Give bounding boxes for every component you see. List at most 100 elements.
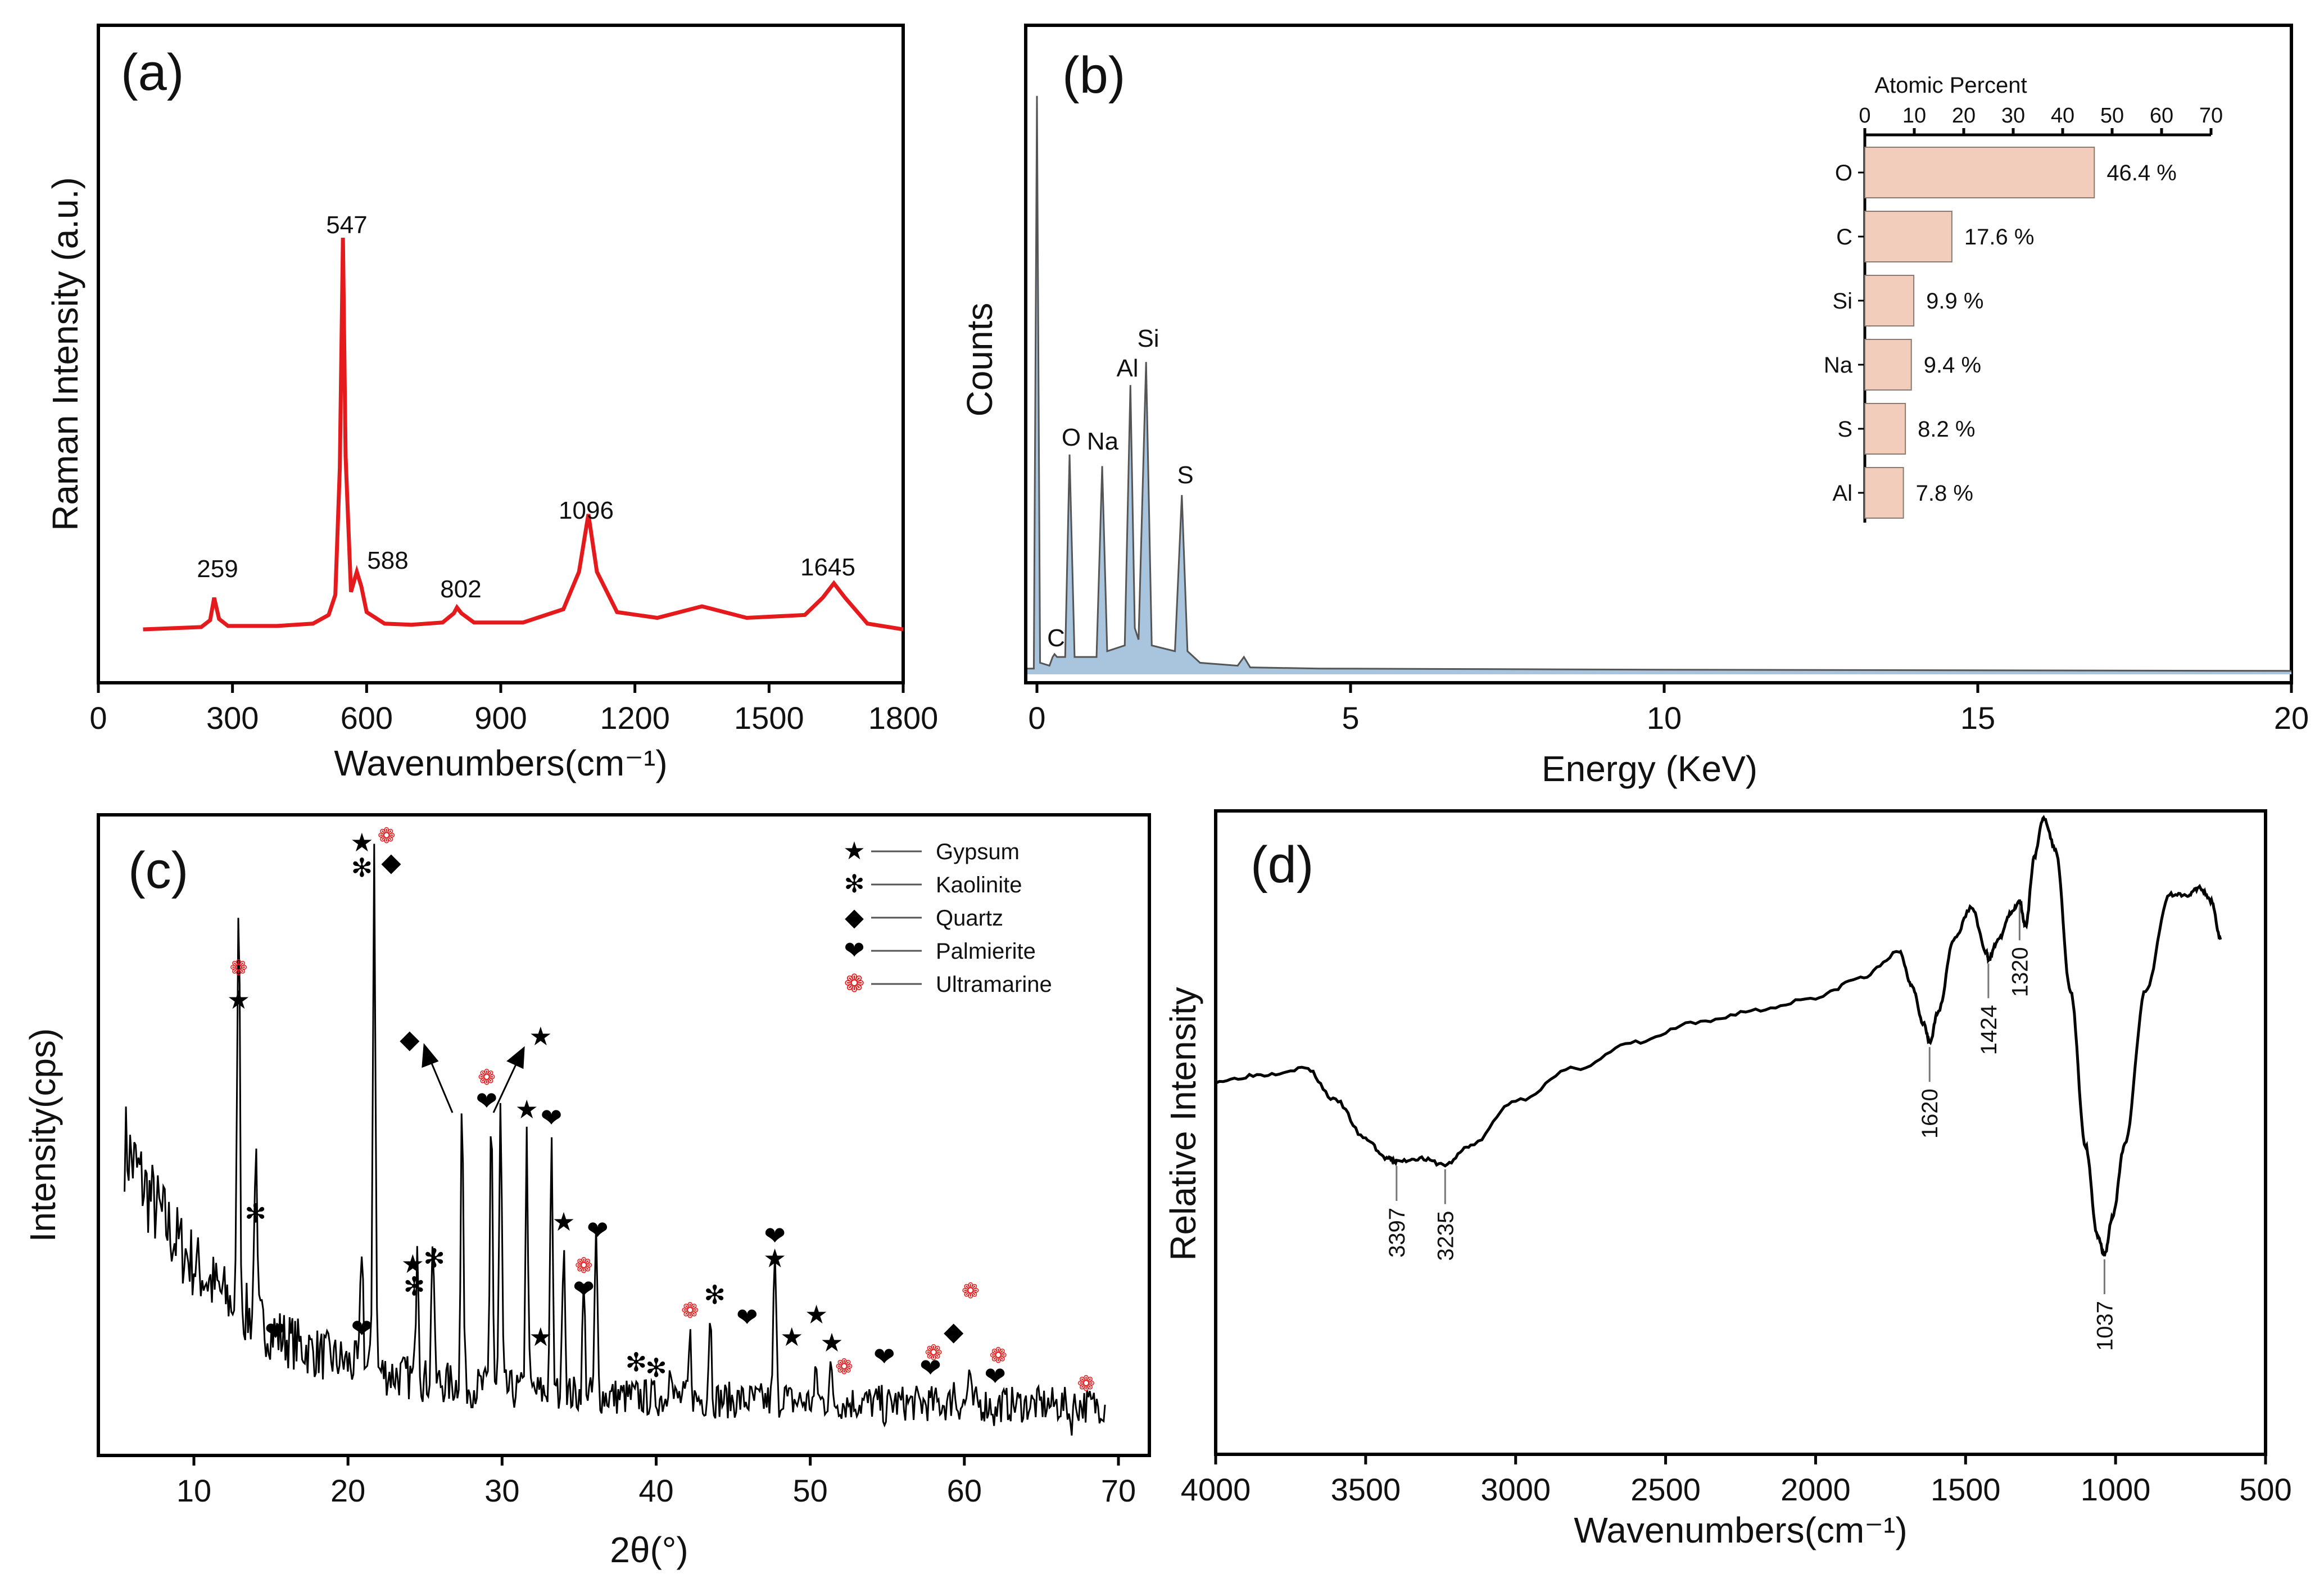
phase-marker-18: ★ <box>529 1322 552 1351</box>
legend-symbol-gypsum: ★ <box>843 837 865 865</box>
legend-label-gypsum: Gypsum <box>936 840 1020 864</box>
phase-marker-3: ❤ <box>265 1317 287 1346</box>
inset-category-C: C <box>1836 225 1852 250</box>
panel-c-frame <box>97 813 1151 1457</box>
panel-a-x-ticks: 0 300 600 900 1200 1500 1800 <box>89 683 938 736</box>
panel-a-frame <box>97 24 905 684</box>
inset-bar-label-Na: 9.4 % <box>1924 353 1981 378</box>
peak-label-c: C <box>1047 624 1065 652</box>
inset-category-Na: Na <box>1824 353 1853 378</box>
peak-label-s: S <box>1177 461 1193 489</box>
phase-marker-39: ❁ <box>989 1344 1007 1368</box>
panel-c-xlabel: 2θ(°) <box>610 1530 688 1570</box>
inset-tick-label-2: 20 <box>1952 104 1976 128</box>
phase-marker-26: ✻ <box>704 1280 726 1309</box>
panel-b: (b) Counts Energy (KeV) 0 5 10 15 20 C O Na … <box>959 24 2309 789</box>
peak-label-1424: 1424 <box>1977 1005 2001 1055</box>
inset-tick-label-7: 70 <box>2199 104 2223 128</box>
phase-marker-19: ★ <box>552 1207 575 1236</box>
phase-marker-16: ★ <box>515 1095 538 1124</box>
panel-d-x-tick-label-1: 3500 <box>1331 1472 1401 1507</box>
phase-marker-35: ❁ <box>925 1341 943 1365</box>
legend-symbol-palmierite: ❤ <box>844 937 865 964</box>
phase-marker-24: ✻ <box>645 1353 667 1382</box>
panel-a-xlabel: Wavenumbers(cm⁻¹) <box>334 743 667 783</box>
phase-marker-37: ◆ <box>944 1317 964 1346</box>
panel-d-x-tick-label-2: 3000 <box>1480 1472 1551 1507</box>
panel-b-inset: Atomic Percent 0 10 20 30 40 50 60 70 O 46.4 % C 1… <box>1824 73 2223 523</box>
peak-label-1037: 1037 <box>2092 1301 2117 1351</box>
inset-category-S: S <box>1837 417 1852 442</box>
panel-c-label: (c) <box>128 842 188 899</box>
panel-d-xlabel: Wavenumbers(cm⁻¹) <box>1574 1510 1907 1550</box>
panel-c-legend: ★ Gypsum ✻ Kaolinite ◆ Quartz ❤ Palmierite ❁ Ultr… <box>843 837 1052 997</box>
panel-a-series-line <box>143 237 904 632</box>
inset-tick-label-0: 0 <box>1859 104 1870 128</box>
panel-d-frame <box>1214 809 2267 1456</box>
inset-bar-label-C: 17.6 % <box>1964 225 2035 250</box>
phase-marker-28: ❤ <box>764 1221 786 1250</box>
inset-tick-label-1: 10 <box>1902 104 1926 128</box>
phase-marker-11: ✻ <box>423 1244 445 1273</box>
panel-a: (a) Raman Intensity (a.u.) Wavenumbers(c… <box>45 24 938 783</box>
panel-d-x-tick-label-6: 1000 <box>2081 1472 2151 1507</box>
inset-bar-Na <box>1864 339 1912 391</box>
phase-marker-15: ★ <box>529 1022 552 1051</box>
panel-b-x-ticks: 0 5 10 15 20 <box>1028 683 2309 736</box>
panel-b-series-fill <box>1027 96 2291 674</box>
phase-marker-4: ❤ <box>351 1314 373 1343</box>
panel-c-x-tick-label-2: 30 <box>484 1473 519 1508</box>
panel-b-x-tick-label-4: 20 <box>2274 700 2309 736</box>
phase-marker-9: ★ <box>401 1249 424 1278</box>
panel-b-label: (b) <box>1062 47 1125 104</box>
panel-c-x-tick-label-0: 10 <box>176 1473 211 1508</box>
peak-label-o: O <box>1062 424 1081 451</box>
arrow-quartz-head <box>422 1043 439 1068</box>
inset-bar-label-Si: 9.9 % <box>1926 289 1983 314</box>
panel-a-label: (a) <box>121 44 184 101</box>
phase-marker-27: ❤ <box>736 1303 758 1332</box>
peak-label-1096: 1096 <box>559 497 614 524</box>
panel-c-phase-markers: ❁★✻❤ ❤★✻❁◆★✻✻◆❁❤★★ ❤★★❁❤❤✻✻❁✻❤❤★★★★❁ ❤ ❁❤◆❁❁… <box>227 824 1095 1396</box>
panel-c-x-ticks: 10 20 30 40 50 60 70 <box>176 1455 1136 1508</box>
legend-label-palmierite: Palmierite <box>936 939 1036 964</box>
inset-bars: O 46.4 % C 17.6 % Si 9.9 % Na 9.4 % S 8.2 % Al 7.8 … <box>1824 147 2177 519</box>
inset-tick-label-4: 40 <box>2051 104 2074 128</box>
legend-label-ultramarine: Ultramarine <box>936 972 1052 997</box>
legend-symbol-kaolinite: ✻ <box>844 870 865 898</box>
peak-label-1645: 1645 <box>800 554 855 581</box>
inset-tick-label-5: 50 <box>2100 104 2124 128</box>
peak-label-588: 588 <box>367 547 408 574</box>
phase-marker-7: ❁ <box>378 824 396 848</box>
peak-label-259: 259 <box>197 555 238 583</box>
phase-marker-5: ★ <box>350 828 373 857</box>
panel-d-x-ticks: 4000 3500 3000 2500 2000 1500 1000 500 <box>1181 1454 2292 1507</box>
inset-title: Atomic Percent <box>1874 73 2027 98</box>
arrow-gypsum-line <box>492 1062 518 1113</box>
panel-b-x-tick-label-0: 0 <box>1028 700 1045 736</box>
inset-bar-C <box>1864 211 1952 262</box>
inset-bar-label-Al: 7.8 % <box>1916 481 1973 506</box>
panel-a-ylabel: Raman Intensity (a.u.) <box>45 177 85 531</box>
phase-marker-22: ❤ <box>587 1215 609 1245</box>
legend-symbol-ultramarine: ❁ <box>844 970 865 997</box>
phase-marker-36: ❤ <box>919 1353 941 1382</box>
panel-c-x-tick-label-1: 20 <box>330 1473 365 1508</box>
panel-d-x-tick-label-4: 2000 <box>1781 1472 1851 1507</box>
peak-label-3235: 3235 <box>1433 1211 1458 1261</box>
inset-bar-O <box>1864 147 2095 198</box>
panel-b-series-line <box>1027 96 2292 672</box>
panel-b-xlabel: Energy (KeV) <box>1542 749 1757 789</box>
panel-d-x-tick-label-3: 2500 <box>1630 1472 1701 1507</box>
arrow-quartz-line <box>429 1059 454 1113</box>
phase-marker-20: ❁ <box>575 1254 593 1278</box>
phase-marker-13: ❁ <box>478 1066 496 1090</box>
phase-marker-34: ❤ <box>873 1342 895 1371</box>
panel-c-arrows <box>422 1043 525 1113</box>
phase-marker-0: ❁ <box>230 956 248 980</box>
phase-marker-8: ◆ <box>381 847 401 877</box>
peak-label-1320: 1320 <box>2008 947 2032 997</box>
phase-marker-10: ✻ <box>404 1272 425 1301</box>
inset-bar-label-O: 46.4 % <box>2106 161 2177 185</box>
